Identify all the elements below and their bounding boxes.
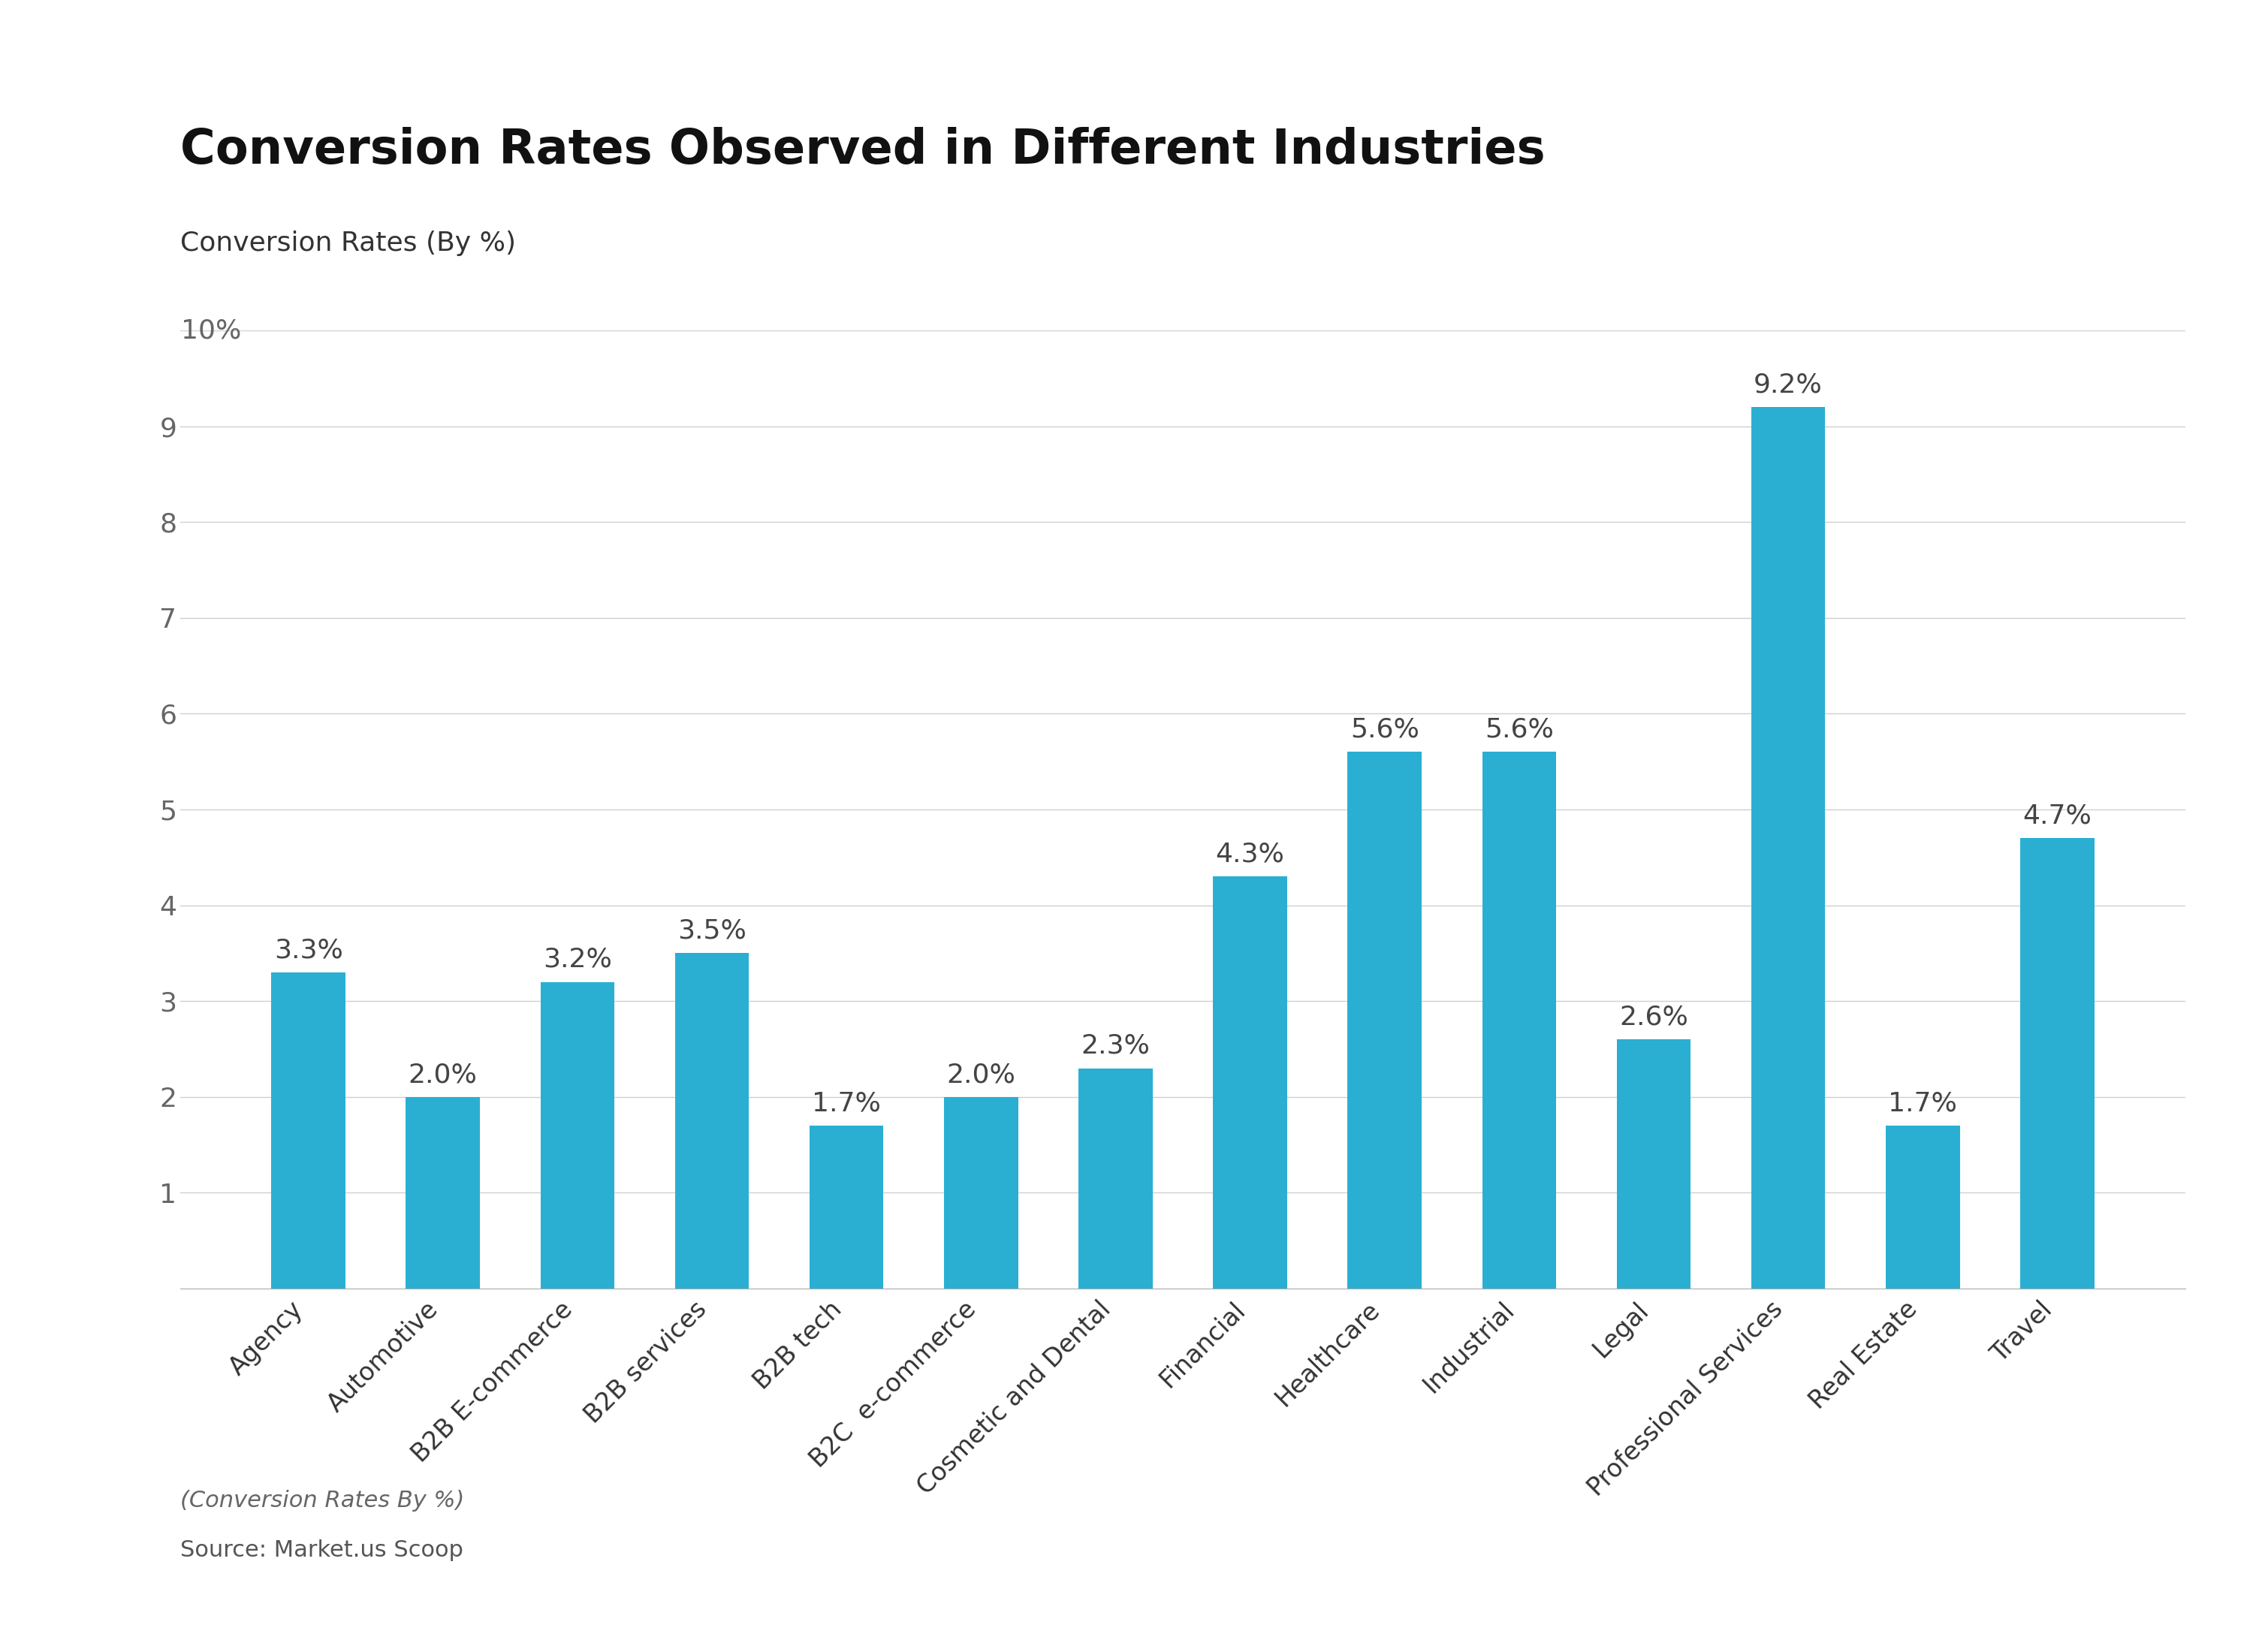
Bar: [1618, 1039, 1690, 1289]
Bar: [2021, 838, 2095, 1289]
Bar: [1886, 1125, 1960, 1289]
Bar: [676, 953, 748, 1289]
Bar: [944, 1097, 1018, 1289]
Text: Conversion Rates (By %): Conversion Rates (By %): [180, 231, 516, 256]
Bar: [1079, 1069, 1154, 1289]
Text: 2.6%: 2.6%: [1620, 1004, 1687, 1029]
Text: 2.3%: 2.3%: [1081, 1032, 1149, 1059]
Text: Source: Market.us Scoop: Source: Market.us Scoop: [180, 1540, 464, 1561]
Text: 3.3%: 3.3%: [275, 937, 342, 963]
Bar: [541, 981, 615, 1289]
Text: 5.6%: 5.6%: [1485, 717, 1555, 742]
Text: 2.0%: 2.0%: [408, 1062, 478, 1087]
Text: 9.2%: 9.2%: [1753, 372, 1823, 398]
Text: 4.3%: 4.3%: [1217, 841, 1284, 867]
Bar: [1347, 752, 1422, 1289]
Bar: [1482, 752, 1557, 1289]
Text: 3.5%: 3.5%: [678, 919, 746, 943]
Text: 3.2%: 3.2%: [543, 947, 613, 973]
Bar: [406, 1097, 480, 1289]
Text: 5.6%: 5.6%: [1350, 717, 1419, 742]
Bar: [809, 1125, 883, 1289]
Text: 1.7%: 1.7%: [1888, 1090, 1958, 1117]
Text: Conversion Rates Observed in Different Industries: Conversion Rates Observed in Different I…: [180, 127, 1546, 173]
Text: 10%: 10%: [180, 317, 241, 344]
Bar: [1751, 406, 1825, 1289]
Bar: [1212, 877, 1286, 1289]
Text: (Conversion Rates By %): (Conversion Rates By %): [180, 1490, 464, 1512]
Text: 1.7%: 1.7%: [811, 1090, 881, 1117]
Text: 2.0%: 2.0%: [946, 1062, 1016, 1087]
Bar: [270, 973, 345, 1289]
Text: 4.7%: 4.7%: [2023, 803, 2091, 829]
